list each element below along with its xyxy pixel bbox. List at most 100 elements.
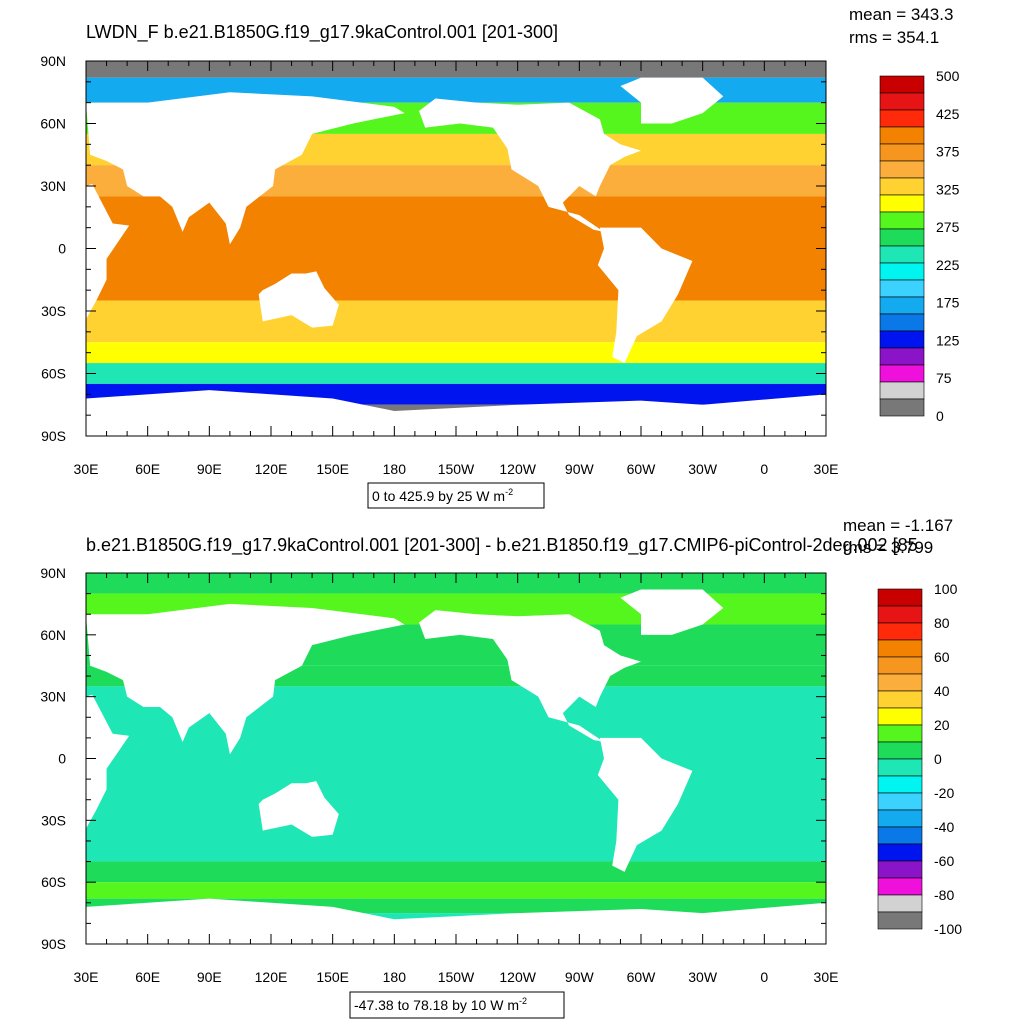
colorbar-label: 0 bbox=[934, 751, 942, 767]
colorbar-swatch bbox=[879, 381, 925, 400]
field-band bbox=[86, 363, 826, 384]
colorbar-swatch bbox=[877, 775, 923, 794]
x-tick-label: 30W bbox=[688, 461, 718, 477]
field-band bbox=[86, 686, 826, 862]
land-area bbox=[86, 390, 826, 436]
colorbar-swatch bbox=[877, 860, 923, 879]
y-tick-label: 0 bbox=[58, 241, 66, 257]
mean-stat: mean = 343.3 bbox=[849, 5, 953, 24]
y-tick-label: 90N bbox=[40, 53, 66, 69]
colorbar-swatch bbox=[877, 707, 923, 726]
colorbar-swatch bbox=[879, 75, 925, 94]
y-tick-label: 60S bbox=[41, 874, 66, 890]
y-tick-label: 30S bbox=[41, 812, 66, 828]
panel-title: LWDN_F b.e21.B1850G.f19_g17.9kaControl.0… bbox=[86, 22, 558, 43]
x-tick-label: 120E bbox=[255, 969, 288, 985]
colorbar-swatch bbox=[877, 843, 923, 862]
colorbar-label: 275 bbox=[936, 219, 960, 235]
colorbar: 100 80 60 40 20 0 -20 -40 -60 -80 -100 bbox=[877, 581, 962, 937]
y-axis: 90N 60N 30N 0 30S 60S 90S bbox=[40, 565, 826, 952]
x-tick-label: 180 bbox=[383, 461, 407, 477]
colorbar-swatch bbox=[879, 296, 925, 315]
land-area bbox=[620, 77, 724, 124]
y-tick-label: 90N bbox=[40, 565, 66, 581]
field-band bbox=[86, 342, 826, 364]
land-area bbox=[86, 694, 130, 829]
colorbar-swatch bbox=[877, 673, 923, 692]
colorbar-swatch bbox=[879, 347, 925, 366]
y-tick-label: 90S bbox=[41, 428, 66, 444]
land-area bbox=[86, 183, 130, 320]
x-tick-label: 60W bbox=[627, 461, 657, 477]
colorbar-label: 40 bbox=[934, 683, 950, 699]
x-tick-label: 30E bbox=[814, 461, 839, 477]
x-tick-label: 60E bbox=[135, 969, 160, 985]
x-tick-label: 150E bbox=[316, 969, 349, 985]
colorbar-label: -40 bbox=[934, 819, 954, 835]
x-tick-label: 90W bbox=[565, 461, 595, 477]
y-tick-label: 30N bbox=[40, 178, 66, 194]
x-tick-label: 180 bbox=[383, 969, 407, 985]
colorbar-label: -100 bbox=[934, 921, 962, 937]
colorbar-swatch bbox=[877, 588, 923, 607]
colorbar-label: 80 bbox=[934, 615, 950, 631]
land-area bbox=[419, 98, 641, 232]
x-tick-label: 120W bbox=[499, 461, 536, 477]
land-mask bbox=[86, 77, 826, 436]
x-tick-label: 30E bbox=[74, 969, 99, 985]
colorbar-swatch bbox=[877, 724, 923, 743]
colorbar-swatch bbox=[879, 109, 925, 128]
land-area bbox=[86, 92, 405, 245]
colorbar-swatch bbox=[877, 639, 923, 658]
y-tick-label: 30S bbox=[41, 303, 66, 319]
x-axis: 30E 60E 90E 120E 150E 180 150W 120W 90W 60W 30W 0 30… bbox=[74, 573, 839, 985]
colorbar-label: 425 bbox=[936, 106, 960, 122]
rms-stat: rms = 354.1 bbox=[849, 28, 939, 47]
colorbar-swatch bbox=[877, 792, 923, 811]
colorbar-label: -60 bbox=[934, 853, 954, 869]
x-axis: 30E 60E 90E 120E 150E 180 150W 120W 90W 60W 30W 0 30… bbox=[74, 61, 839, 477]
colorbar-label: 75 bbox=[936, 370, 952, 386]
contour-info: -47.38 to 78.18 by 10 W m-2 bbox=[354, 996, 527, 1013]
rms-stat: rms = 3.799 bbox=[843, 538, 933, 557]
mean-stat: mean = -1.167 bbox=[843, 516, 953, 535]
x-tick-label: 120E bbox=[255, 461, 288, 477]
colorbar-swatch bbox=[879, 228, 925, 247]
x-tick-label: 0 bbox=[760, 461, 768, 477]
colorbar-swatch bbox=[879, 143, 925, 162]
land-area bbox=[258, 781, 339, 837]
field-band bbox=[86, 300, 826, 343]
field-band bbox=[86, 861, 826, 883]
colorbar-label: 500 bbox=[936, 68, 960, 84]
x-tick-label: 90E bbox=[197, 461, 222, 477]
colorbar-swatch bbox=[879, 313, 925, 332]
land-area bbox=[620, 589, 724, 635]
x-tick-label: 30E bbox=[814, 969, 839, 985]
colorbar-swatch bbox=[879, 177, 925, 196]
y-tick-label: 60N bbox=[40, 627, 66, 643]
colorbar-label: -80 bbox=[934, 887, 954, 903]
x-tick-label: 150E bbox=[316, 461, 349, 477]
colorbar-swatch bbox=[877, 605, 923, 624]
colorbar-swatch bbox=[879, 245, 925, 264]
colorbar-label: 225 bbox=[936, 257, 960, 273]
colorbar-swatch bbox=[877, 826, 923, 845]
colorbar-swatch bbox=[879, 92, 925, 111]
x-tick-label: 60W bbox=[627, 969, 657, 985]
colorbar-swatch bbox=[879, 160, 925, 179]
land-area bbox=[419, 610, 641, 743]
land-area bbox=[597, 227, 693, 364]
colorbar-label: 175 bbox=[936, 295, 960, 311]
colorbar-swatch bbox=[877, 741, 923, 760]
y-tick-label: 30N bbox=[40, 689, 66, 705]
colorbar-swatch bbox=[879, 126, 925, 145]
colorbar-label: 0 bbox=[936, 408, 944, 424]
y-tick-label: 60S bbox=[41, 366, 66, 382]
colorbar-swatch bbox=[879, 211, 925, 230]
colorbar-swatch bbox=[879, 194, 925, 213]
colorbar-swatch bbox=[879, 330, 925, 349]
field-band bbox=[86, 882, 826, 899]
colorbar-swatch bbox=[877, 690, 923, 709]
x-tick-label: 90E bbox=[197, 969, 222, 985]
